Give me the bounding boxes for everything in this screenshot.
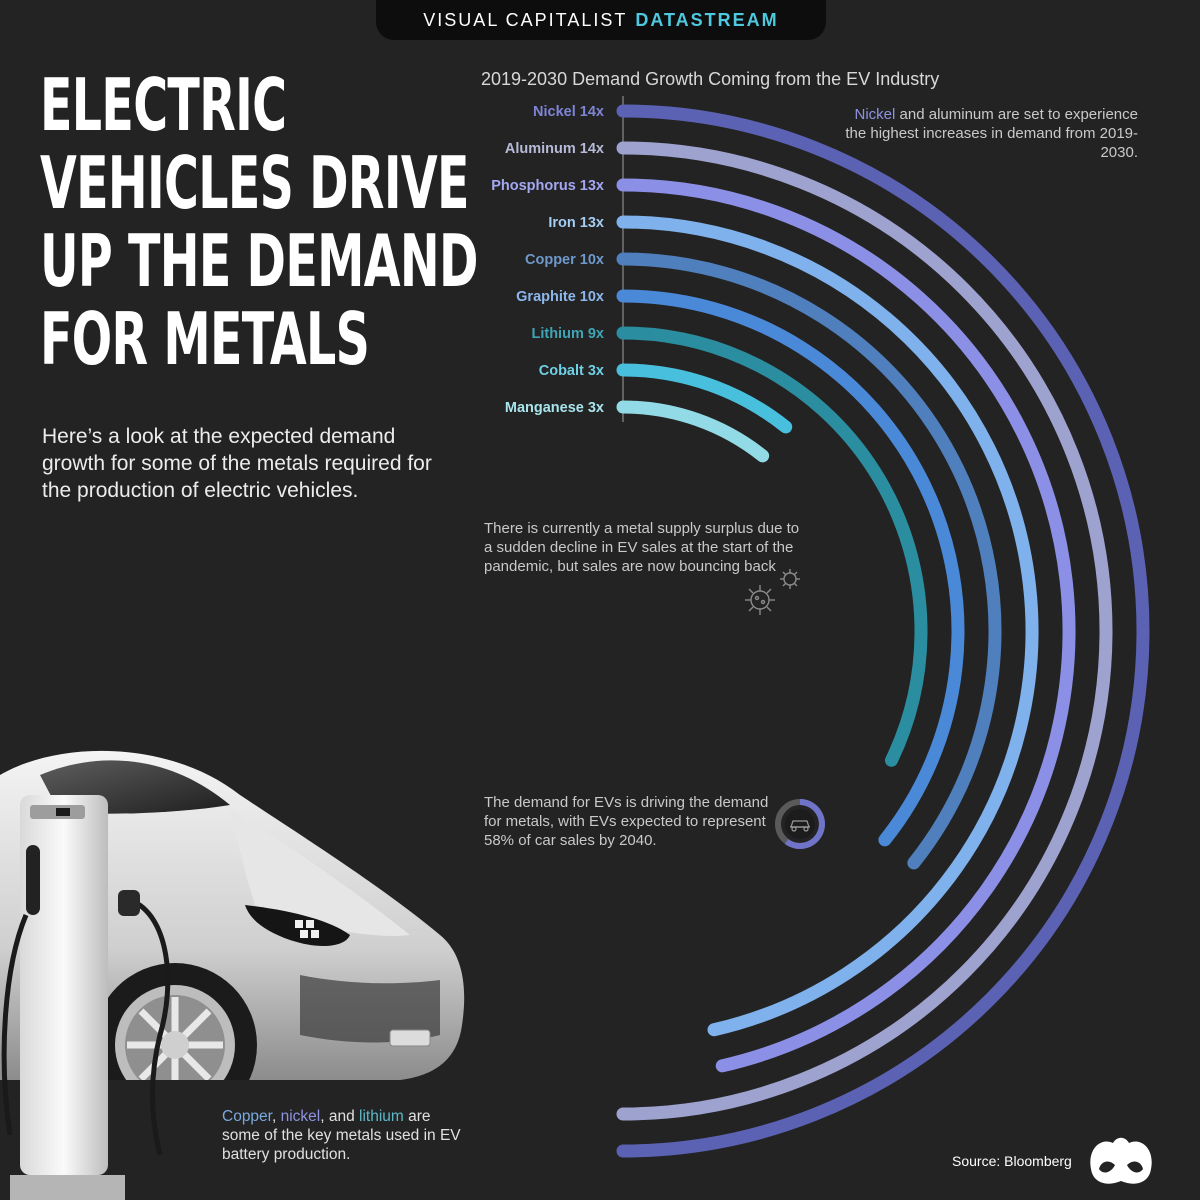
arc-cobalt bbox=[616, 363, 793, 434]
page-title: ELECTRIC VEHICLES DRIVE UP THE DEMAND FO… bbox=[40, 63, 478, 381]
note-lithium-highlight: lithium bbox=[359, 1108, 404, 1125]
note-top-text: and aluminum are set to experience the h… bbox=[845, 106, 1138, 161]
ev-charging-car-image bbox=[0, 750, 470, 1200]
note-supply-surplus: There is currently a metal supply surplu… bbox=[484, 520, 800, 575]
arc-lithium bbox=[616, 326, 928, 767]
product-name: DATASTREAM bbox=[635, 9, 779, 30]
title-line-4: FOR METALS bbox=[40, 297, 370, 381]
note-highest-increase: Nickel and aluminum are set to experienc… bbox=[838, 105, 1138, 162]
note-sep-2: , and bbox=[320, 1108, 360, 1125]
arc-label-copper: Copper 10x bbox=[525, 252, 604, 268]
arc-label-nickel: Nickel 14x bbox=[533, 104, 604, 120]
donut-percent-icon bbox=[775, 799, 825, 849]
note-ev-demand: The demand for EVs is driving the demand… bbox=[484, 794, 769, 849]
arc-manganese bbox=[616, 400, 770, 463]
chart-title: 2019-2030 Demand Growth Coming from the … bbox=[481, 69, 940, 89]
arc-label-aluminum: Aluminum 14x bbox=[505, 141, 604, 157]
note-copper-highlight: Copper bbox=[222, 1108, 272, 1125]
arc-label-manganese: Manganese 3x bbox=[505, 400, 604, 416]
brand-banner: VISUAL CAPITALIST DATASTREAM bbox=[376, 0, 826, 40]
arc-copper bbox=[616, 252, 1002, 870]
arc-label-cobalt: Cobalt 3x bbox=[539, 363, 604, 379]
arc-aluminum bbox=[616, 141, 1113, 1121]
arc-phosphorus bbox=[616, 178, 1076, 1073]
note-car-text: are some of the key metals used in EV ba… bbox=[222, 1108, 461, 1163]
arc-graphite bbox=[616, 289, 965, 847]
source-credit: Source: Bloomberg bbox=[952, 1153, 1072, 1169]
virus-icon bbox=[745, 569, 800, 615]
intro-text: Here’s a look at the expected demand gro… bbox=[42, 425, 432, 502]
note-sep-1: , bbox=[271, 1108, 281, 1125]
arc-label-iron: Iron 13x bbox=[548, 215, 604, 231]
arc-iron bbox=[616, 215, 1039, 1037]
arc-label-lithium: Lithium 9x bbox=[531, 326, 604, 342]
arc-nickel bbox=[616, 104, 1150, 1158]
note-key-metals: Copper, nickel, and lithium are some of … bbox=[222, 1107, 462, 1164]
visual-capitalist-logo-icon bbox=[1090, 1137, 1152, 1184]
brand-name: VISUAL CAPITALIST bbox=[423, 9, 628, 30]
arc-label-graphite: Graphite 10x bbox=[516, 289, 604, 305]
arc-label-phosphorus: Phosphorus 13x bbox=[491, 178, 604, 194]
title-line-1: ELECTRIC bbox=[40, 63, 287, 147]
note-nickel-highlight: Nickel bbox=[854, 106, 896, 123]
note-nickel-highlight-2: nickel bbox=[280, 1108, 321, 1125]
